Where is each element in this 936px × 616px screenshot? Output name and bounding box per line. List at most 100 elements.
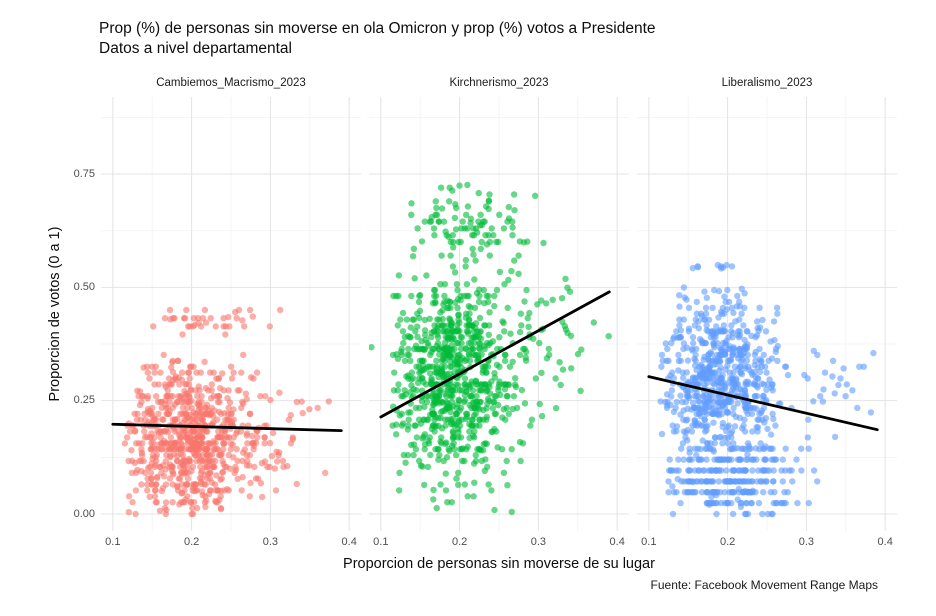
data-point — [433, 211, 441, 218]
data-point — [472, 378, 479, 385]
data-point — [226, 465, 234, 472]
data-point — [449, 263, 457, 270]
data-point — [741, 336, 748, 344]
data-point — [771, 456, 779, 463]
data-point — [490, 398, 498, 406]
data-point — [748, 489, 756, 496]
data-point — [521, 298, 528, 305]
data-point — [136, 388, 144, 395]
data-point — [167, 434, 175, 441]
data-point — [197, 440, 204, 447]
data-point — [453, 410, 460, 418]
data-point — [669, 510, 677, 518]
data-point — [193, 487, 201, 494]
data-point — [233, 446, 240, 453]
data-point — [492, 410, 499, 417]
data-point — [474, 328, 481, 335]
data-point — [451, 269, 459, 276]
data-point — [123, 434, 131, 441]
data-point — [716, 489, 724, 496]
trend-line-Cambiemos_Macrismo_2023 — [111, 422, 343, 433]
data-point — [140, 457, 147, 465]
data-point — [737, 456, 745, 463]
data-point — [789, 478, 796, 485]
data-point — [178, 398, 185, 406]
data-point — [735, 328, 742, 335]
data-point — [743, 499, 750, 507]
data-point — [434, 446, 442, 453]
data-point — [831, 433, 839, 441]
data-point — [206, 412, 213, 419]
data-point — [538, 369, 545, 376]
data-point — [417, 368, 424, 375]
data-point — [711, 286, 718, 294]
data-point — [590, 319, 597, 326]
data-point — [164, 428, 172, 436]
data-point — [762, 415, 770, 422]
data-point — [243, 430, 251, 437]
data-point — [485, 298, 492, 306]
data-point — [181, 457, 189, 465]
data-point — [450, 429, 457, 436]
data-point — [470, 251, 477, 258]
data-point — [475, 298, 483, 306]
data-point — [559, 366, 567, 373]
data-point — [741, 428, 749, 435]
data-point — [718, 380, 725, 387]
data-point — [556, 359, 563, 366]
point-cloud-Kirchnerismo_2023 — [369, 181, 612, 516]
data-point — [230, 369, 237, 376]
data-point — [695, 325, 702, 332]
data-point — [472, 457, 480, 465]
data-point — [677, 499, 684, 507]
data-point — [242, 390, 250, 397]
data-point — [493, 286, 501, 294]
data-point — [227, 363, 235, 370]
data-point — [520, 239, 528, 246]
data-point — [698, 337, 705, 344]
data-point — [201, 358, 208, 365]
data-point — [151, 493, 159, 500]
data-point — [431, 232, 438, 239]
data-point — [814, 478, 821, 485]
data-point — [518, 322, 525, 329]
data-point — [759, 510, 766, 518]
data-point — [438, 252, 445, 259]
data-point — [736, 467, 743, 474]
data-point — [670, 428, 678, 435]
data-point — [742, 381, 749, 388]
data-point — [728, 445, 735, 452]
data-point — [454, 296, 462, 303]
data-point — [448, 336, 455, 343]
data-point — [437, 481, 444, 488]
data-point — [819, 398, 827, 405]
data-point — [151, 369, 158, 376]
data-point — [293, 480, 300, 488]
data-point — [199, 315, 207, 322]
data-point — [840, 365, 847, 372]
data-point — [458, 334, 466, 341]
data-point — [474, 446, 481, 453]
data-point — [723, 261, 730, 269]
data-point — [248, 432, 256, 440]
data-point — [463, 281, 471, 288]
data-point — [578, 346, 585, 353]
data-point — [772, 422, 779, 429]
data-point — [473, 289, 481, 297]
data-point — [191, 321, 198, 329]
data-point — [415, 416, 423, 423]
data-point — [510, 393, 518, 400]
data-point — [231, 469, 238, 476]
data-point — [153, 393, 160, 400]
data-point — [168, 463, 176, 470]
data-point — [181, 388, 188, 395]
data-point — [706, 445, 714, 452]
data-point — [685, 304, 693, 311]
data-point — [724, 499, 731, 507]
data-point — [508, 508, 515, 516]
data-point — [463, 388, 470, 395]
data-point — [478, 351, 485, 358]
data-point — [763, 386, 770, 393]
data-point — [458, 387, 465, 394]
data-point — [730, 440, 737, 447]
